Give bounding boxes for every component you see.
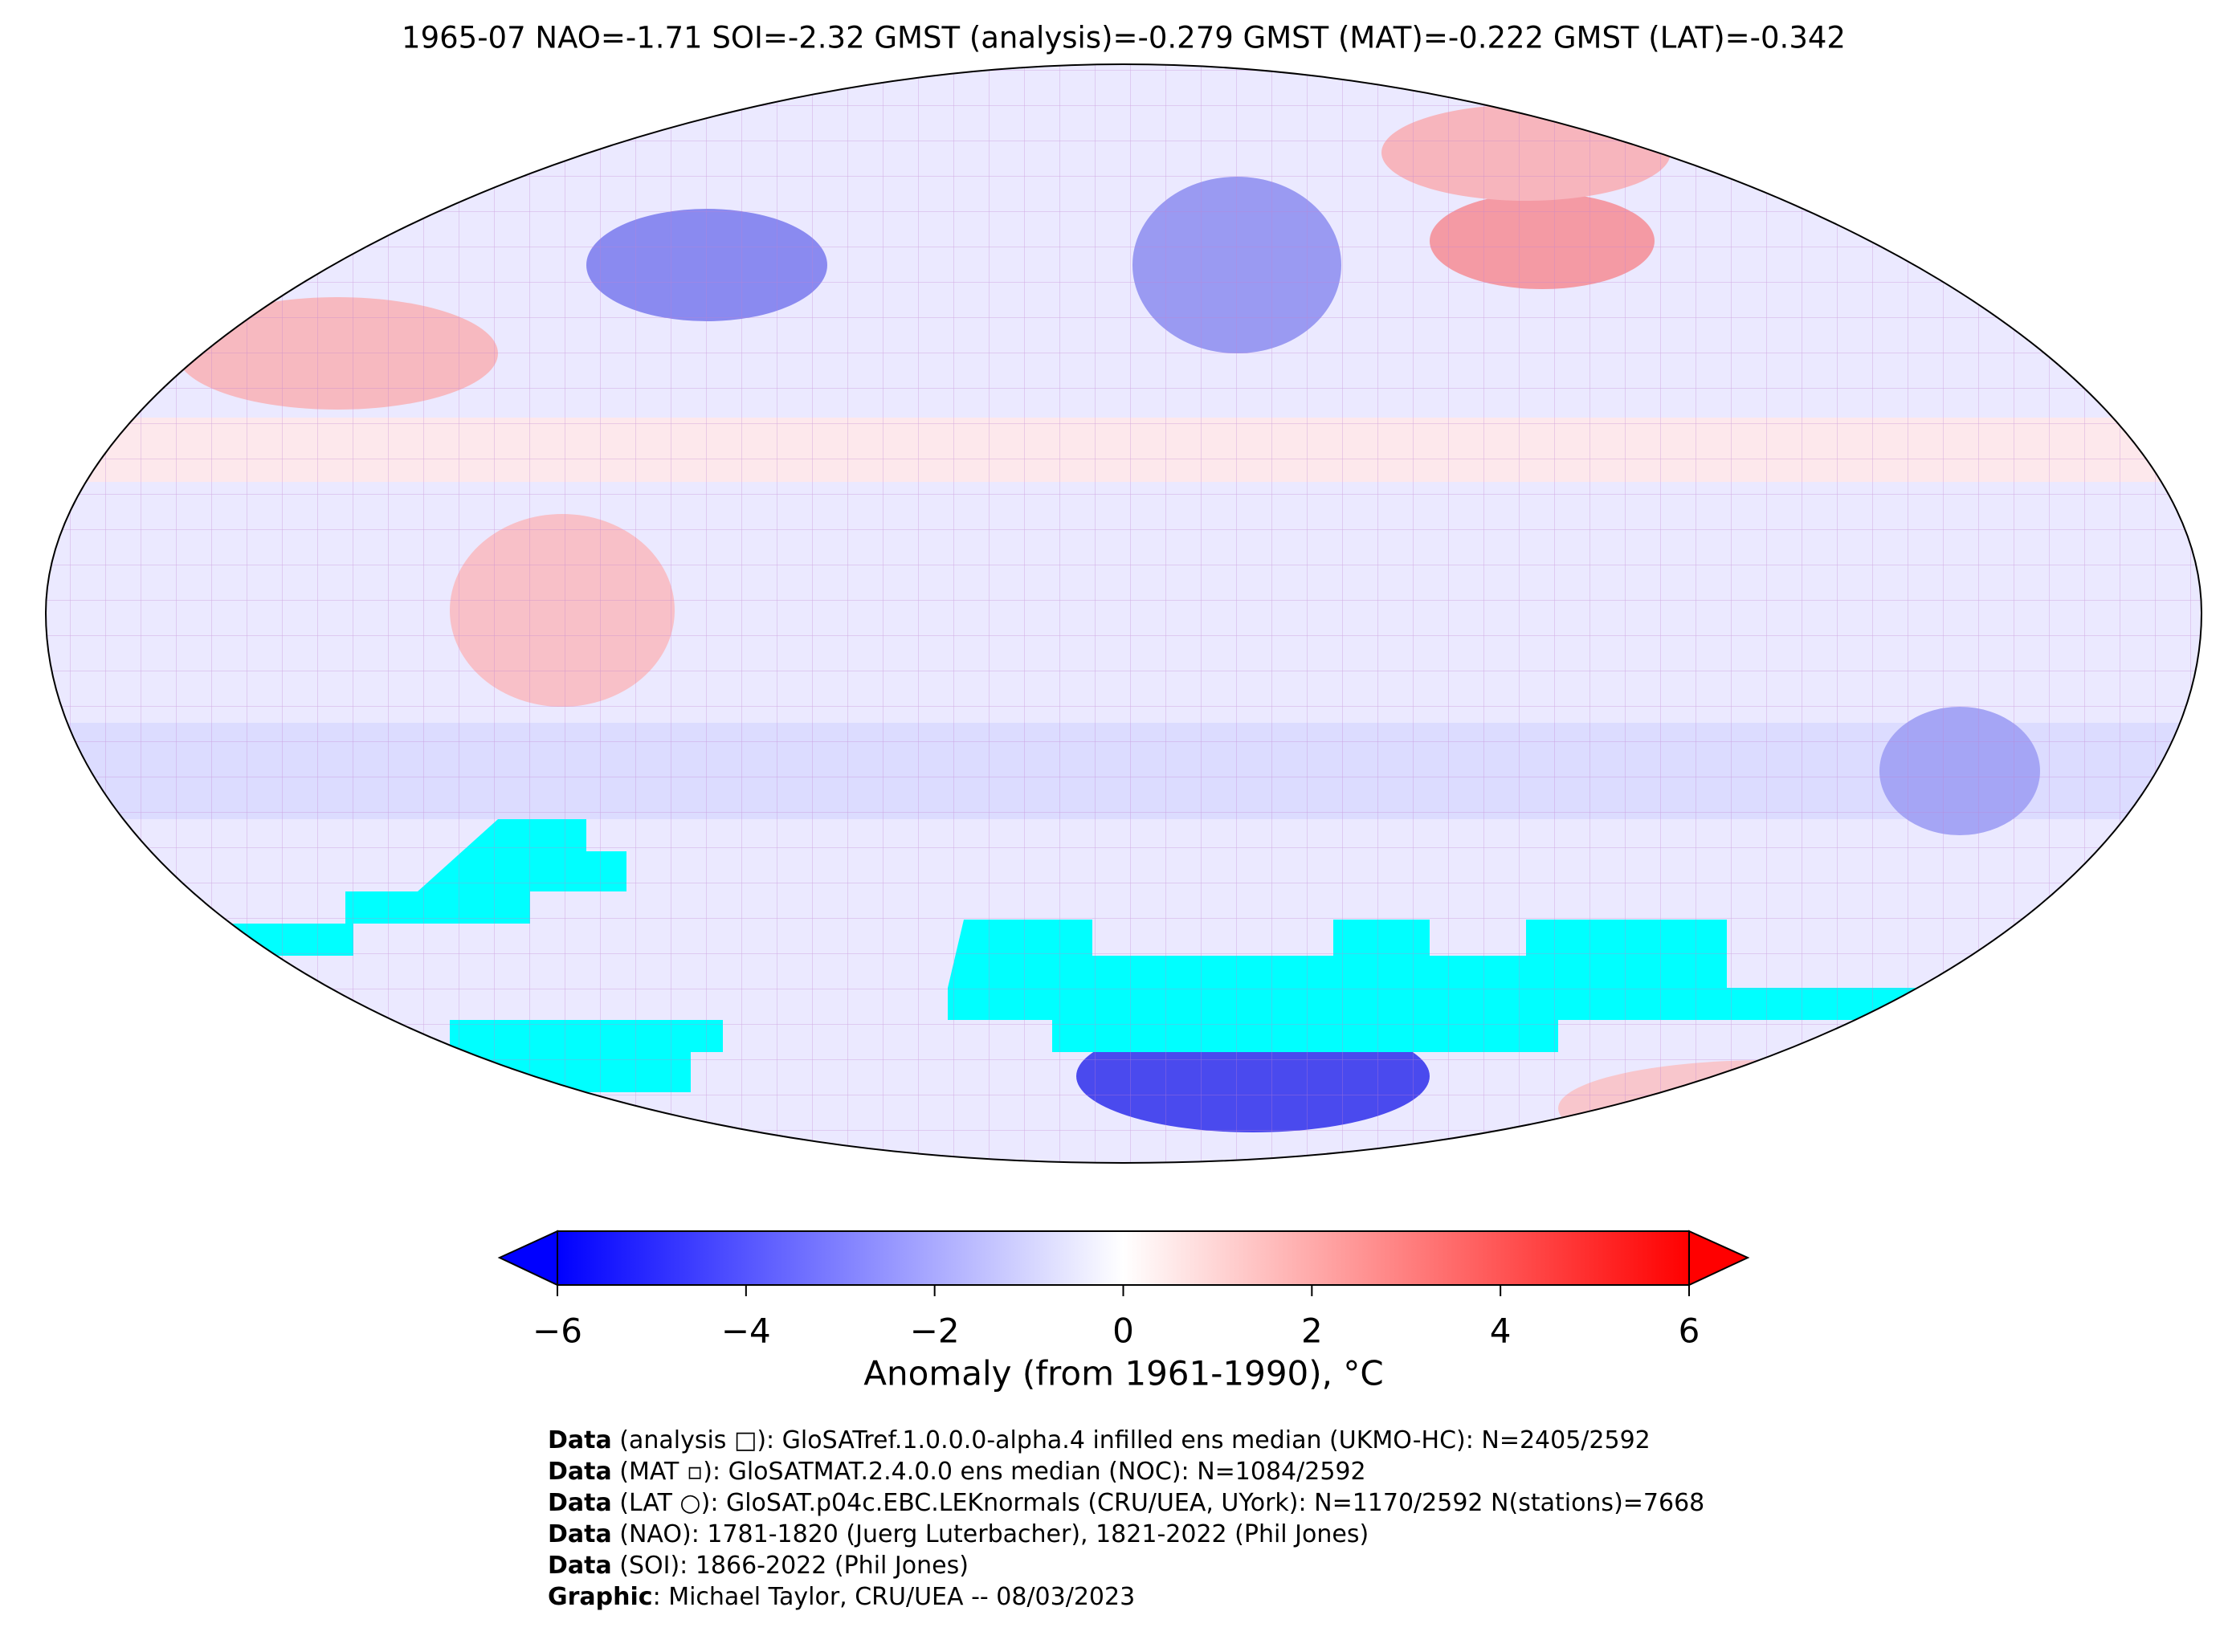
credit-text: (SOI): 1866-2022 (Phil Jones) xyxy=(612,1552,969,1580)
credit-bold: Data xyxy=(548,1520,612,1548)
colorbar-tick-label: −2 xyxy=(910,1311,960,1351)
credit-bold: Data xyxy=(548,1426,612,1454)
colorbar: −6 −4 −2 0 2 4 6 xyxy=(497,1230,1750,1351)
credit-text: : Michael Taylor, CRU/UEA -- 08/03/2023 xyxy=(653,1583,1136,1611)
credit-bold: Graphic xyxy=(548,1583,653,1611)
credits: Data (analysis □): GloSATref.1.0.0.0-alp… xyxy=(548,1426,1704,1611)
credit-line: Graphic: Michael Taylor, CRU/UEA -- 08/0… xyxy=(548,1583,1135,1611)
colorbar-tick-label: −4 xyxy=(721,1311,771,1351)
title: 1965-07 NAO=-1.71 SOI=-2.32 GMST (analys… xyxy=(402,21,1846,55)
colorbar-tick-label: 2 xyxy=(1301,1311,1323,1351)
colorbar-body xyxy=(557,1230,1690,1286)
credit-line: Data (analysis □): GloSATref.1.0.0.0-alp… xyxy=(548,1426,1651,1454)
credit-text: (NAO): 1781-1820 (Juerg Luterbacher), 18… xyxy=(612,1520,1369,1548)
map-outline xyxy=(44,63,2203,1165)
credit-line: Data (MAT ▫): GloSATMAT.2.4.0.0 ens medi… xyxy=(548,1458,1366,1486)
credit-line: Data (SOI): 1866-2022 (Phil Jones) xyxy=(548,1552,969,1580)
credit-text: (analysis □): GloSATref.1.0.0.0-alpha.4 … xyxy=(612,1426,1651,1454)
colorbar-tick-label: −6 xyxy=(533,1311,582,1351)
credit-bold: Data xyxy=(548,1552,612,1580)
map xyxy=(46,64,2202,1163)
credit-line: Data (NAO): 1781-1820 (Juerg Luterbacher… xyxy=(548,1520,1369,1548)
colorbar-label: Anomaly (from 1961-1990), °C xyxy=(863,1354,1383,1393)
credit-bold: Data xyxy=(548,1458,612,1486)
credit-text: (LAT ○): GloSAT.p04c.EBC.LEKnormals (CRU… xyxy=(612,1489,1705,1517)
credit-text: (MAT ▫): GloSATMAT.2.4.0.0 ens median (N… xyxy=(612,1458,1366,1486)
colorbar-extend-low xyxy=(497,1230,558,1287)
credit-line: Data (LAT ○): GloSAT.p04c.EBC.LEKnormals… xyxy=(548,1489,1704,1517)
colorbar-tick-label: 6 xyxy=(1679,1311,1700,1351)
colorbar-tick-label: 4 xyxy=(1490,1311,1512,1351)
credit-bold: Data xyxy=(548,1489,612,1517)
colorbar-extend-high xyxy=(1688,1230,1750,1287)
colorbar-tick-label: 0 xyxy=(1112,1311,1134,1351)
